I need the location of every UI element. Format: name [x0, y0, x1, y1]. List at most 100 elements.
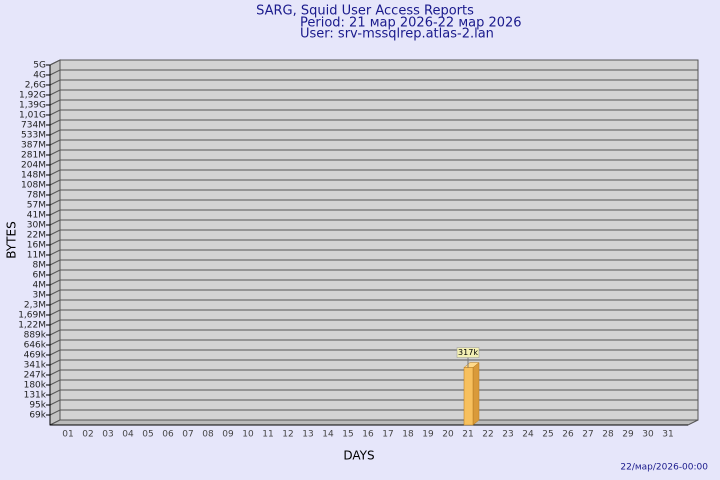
chart-subtitle: Period: 21 мар 2026-22 мар 2026 — [300, 16, 522, 31]
grid-line — [49, 409, 698, 416]
y-tick-label: 180k — [24, 381, 47, 391]
x-tick-label: 07 — [182, 430, 193, 440]
chart-user: User: srv-mssqlrep.atlas-2.lan — [300, 27, 494, 42]
grid-line — [49, 399, 698, 406]
x-tick-label: 04 — [122, 430, 134, 440]
grid-line — [49, 199, 698, 206]
y-tick-label: 16M — [27, 241, 46, 251]
grid-line — [49, 249, 698, 256]
grid-line — [49, 359, 698, 366]
grid-line — [49, 59, 698, 66]
grid-line — [49, 319, 698, 326]
y-tick-label: 387M — [21, 141, 46, 151]
y-tick-label: 6M — [33, 271, 47, 281]
y-tick-label: 247k — [24, 371, 47, 381]
grid-line — [49, 99, 698, 106]
grid-line — [49, 139, 698, 146]
grid-line — [49, 269, 698, 276]
y-tick-label: 69k — [29, 411, 46, 421]
grid-line — [49, 369, 698, 376]
x-tick-label: 03 — [102, 430, 113, 440]
footer: 22/мар/2026-00:00 — [620, 463, 708, 473]
grid-line — [49, 219, 698, 226]
y-tick-label: 41M — [27, 211, 46, 221]
x-tick-label: 12 — [282, 430, 293, 440]
x-tick-label: 30 — [642, 430, 654, 440]
x-tick-label: 18 — [402, 430, 414, 440]
grid-line — [49, 309, 698, 316]
grid-line — [49, 379, 698, 386]
y-tick-label: 148M — [21, 171, 46, 181]
x-tick-label: 06 — [162, 430, 174, 440]
bar — [463, 367, 474, 426]
x-tick-label: 31 — [662, 430, 673, 440]
y-axis-label: BYTES — [5, 221, 19, 258]
y-tick-label: 95k — [29, 401, 46, 411]
y-tick-label: 1,39G — [19, 101, 46, 111]
y-tick-label: 734M — [21, 121, 46, 131]
grid-line — [49, 299, 698, 306]
floor — [49, 419, 699, 426]
y-tick-label: 131k — [24, 391, 47, 401]
grid-line — [49, 289, 698, 296]
x-tick-label: 28 — [602, 430, 614, 440]
y-tick-label: 533M — [21, 131, 46, 141]
grid-line — [49, 179, 698, 186]
y-tick-label: 108M — [21, 181, 46, 191]
y-tick-label: 4G — [33, 71, 46, 81]
y-tick-label: 1,69M — [18, 311, 46, 321]
grid-line — [49, 129, 698, 136]
y-tick-label: 2,3M — [24, 301, 46, 311]
y-tick-label: 281M — [21, 151, 46, 161]
y-tick-label: 11M — [27, 251, 46, 261]
grid-line — [49, 189, 698, 196]
x-tick-label: 26 — [562, 430, 574, 440]
x-tick-label: 08 — [202, 430, 214, 440]
y-tick-label: 1,92G — [19, 91, 46, 101]
y-tick-label: 57M — [27, 201, 46, 211]
grid-line — [49, 349, 698, 356]
grid-line — [49, 279, 698, 286]
grid-line — [49, 209, 698, 216]
grid-line — [49, 109, 698, 116]
grid-line — [49, 159, 698, 166]
x-tick-label: 23 — [502, 430, 513, 440]
grid-line — [49, 229, 698, 236]
y-tick-label: 889k — [24, 331, 47, 341]
y-tick-label: 78M — [27, 191, 46, 201]
y-tick-label: 341k — [24, 361, 47, 371]
x-tick-label: 14 — [322, 430, 334, 440]
y-tick-label: 1,01G — [19, 111, 46, 121]
grid-line — [49, 79, 698, 86]
x-tick-label: 22 — [482, 430, 493, 440]
x-tick-label: 16 — [362, 430, 374, 440]
x-tick-label: 10 — [242, 430, 254, 440]
bar-side — [472, 362, 480, 426]
grid-line — [49, 329, 698, 336]
x-tick-label: 13 — [302, 430, 313, 440]
y-tick-label: 469k — [24, 351, 47, 361]
x-tick-label: 19 — [422, 430, 434, 440]
grid-line — [49, 239, 698, 246]
chart-title: SARG, Squid User Access Reports — [256, 4, 474, 19]
y-tick-label: 22M — [27, 231, 46, 241]
x-tick-label: 09 — [222, 430, 234, 440]
label-box — [456, 347, 480, 358]
y-tick-label: 5G — [33, 61, 46, 71]
x-tick-label: 17 — [382, 430, 393, 440]
grid-line — [49, 389, 698, 396]
x-tick-label: 11 — [262, 430, 273, 440]
y-tick-label: 1,22M — [18, 321, 46, 331]
x-tick-label: 05 — [142, 430, 153, 440]
x-tick-label: 21 — [462, 430, 473, 440]
grid-line — [49, 149, 698, 156]
y-tick-label: 3M — [33, 291, 47, 301]
x-tick-label: 01 — [62, 430, 73, 440]
y-tick-label: 8M — [33, 261, 47, 271]
y-tick-label: 2,6G — [25, 81, 46, 91]
x-axis-label: DAYS — [343, 449, 374, 463]
value-label: 317k — [458, 348, 478, 357]
x-tick-label: 25 — [542, 430, 553, 440]
x-tick-label: 02 — [82, 430, 93, 440]
grid-line — [49, 339, 698, 346]
